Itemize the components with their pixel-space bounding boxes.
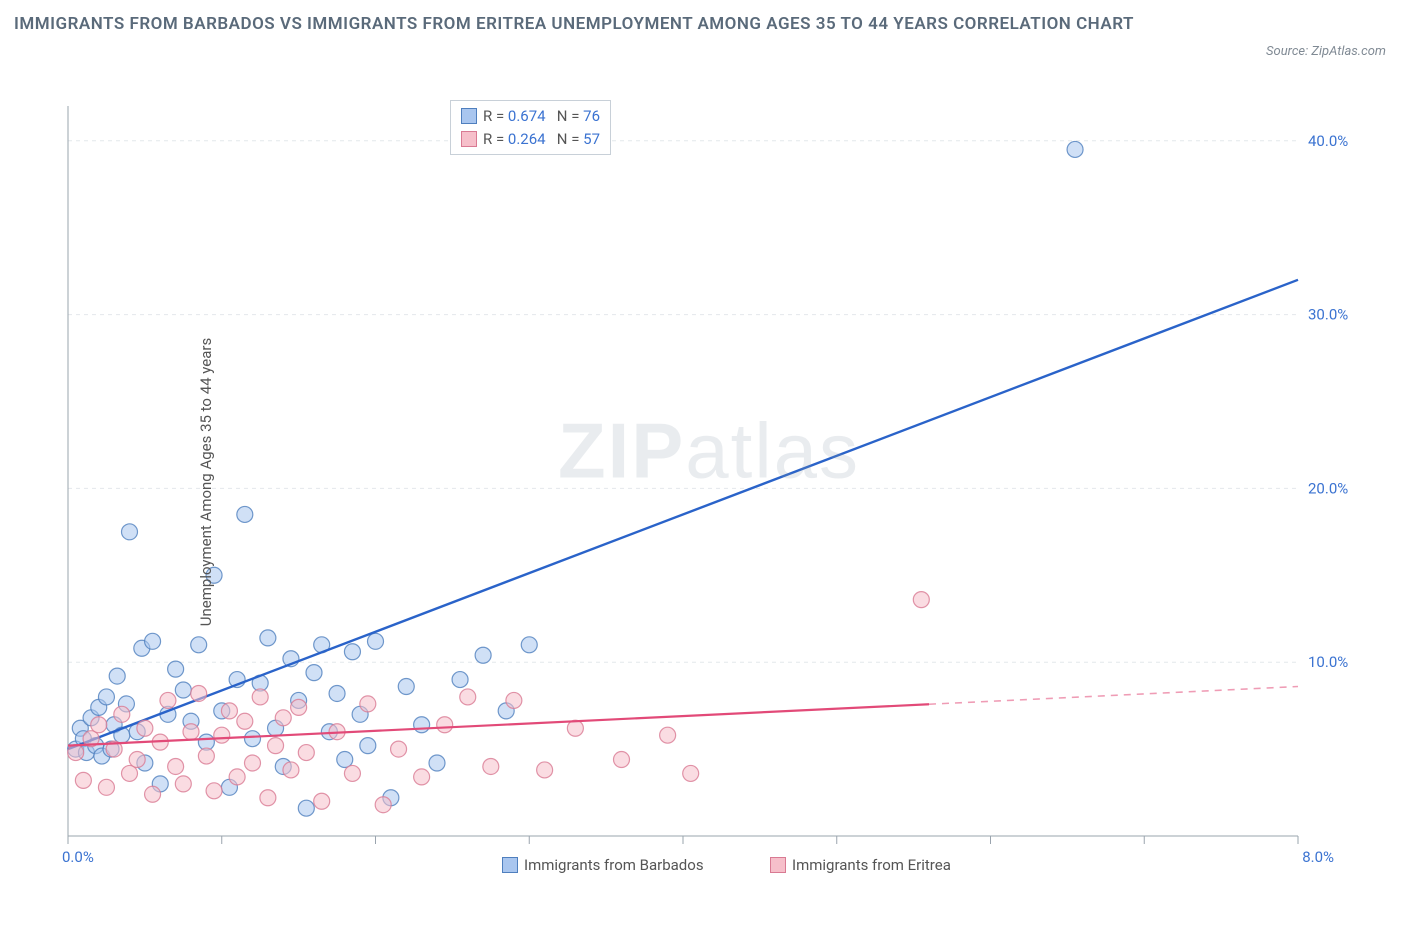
- data-point: [137, 720, 153, 736]
- legend-swatch: [502, 857, 518, 873]
- data-point: [360, 738, 376, 754]
- legend-swatch: [770, 857, 786, 873]
- source-label: Source: ZipAtlas.com: [1266, 44, 1386, 59]
- stats-legend-row: R = 0.264 N = 57: [461, 128, 600, 151]
- chart-title: IMMIGRANTS FROM BARBADOS VS IMMIGRANTS F…: [14, 10, 1134, 39]
- data-point: [160, 692, 176, 708]
- data-point: [567, 720, 583, 736]
- data-point: [375, 797, 391, 813]
- y-tick-label: 20.0%: [1308, 479, 1348, 497]
- stat-n-value: 76: [583, 107, 600, 125]
- legend-swatch: [461, 131, 477, 147]
- y-tick-label: 30.0%: [1308, 306, 1348, 324]
- regression-line-extrapolated: [929, 687, 1298, 705]
- data-point: [237, 713, 253, 729]
- stat-r-label: R =: [483, 107, 508, 125]
- data-point: [98, 779, 114, 795]
- data-point: [237, 506, 253, 522]
- y-axis-label: Unemployment Among Ages 35 to 44 years: [197, 338, 215, 626]
- data-point: [145, 786, 161, 802]
- stat-r-value: 0.674: [508, 107, 546, 125]
- y-tick-label: 40.0%: [1308, 132, 1348, 150]
- chart-container: IMMIGRANTS FROM BARBADOS VS IMMIGRANTS F…: [0, 0, 1406, 930]
- bottom-legend-barbados: Immigrants from Barbados: [502, 856, 704, 874]
- data-point: [521, 637, 537, 653]
- x-tick-label: 0.0%: [62, 848, 94, 866]
- data-point: [368, 633, 384, 649]
- data-point: [206, 783, 222, 799]
- data-point: [191, 637, 207, 653]
- data-point: [168, 758, 184, 774]
- data-point: [683, 765, 699, 781]
- data-point: [306, 665, 322, 681]
- stat-n-label: N =: [546, 107, 584, 125]
- data-point: [475, 647, 491, 663]
- x-tick-label: 8.0%: [1302, 848, 1334, 866]
- data-point: [291, 699, 307, 715]
- data-point: [344, 644, 360, 660]
- data-point: [398, 679, 414, 695]
- data-point: [260, 630, 276, 646]
- data-point: [329, 685, 345, 701]
- data-point: [614, 752, 630, 768]
- data-point: [68, 745, 84, 761]
- data-point: [175, 682, 191, 698]
- data-point: [91, 717, 107, 733]
- data-point: [252, 689, 268, 705]
- data-point: [168, 661, 184, 677]
- legend-label: Immigrants from Eritrea: [792, 856, 951, 874]
- stat-r-label: R =: [483, 130, 508, 148]
- data-point: [109, 668, 125, 684]
- stats-legend: R = 0.674 N = 76R = 0.264 N = 57: [450, 100, 611, 155]
- data-point: [198, 748, 214, 764]
- data-point: [414, 769, 430, 785]
- data-point: [275, 710, 291, 726]
- stat-n-value: 57: [583, 130, 600, 148]
- data-point: [183, 724, 199, 740]
- data-point: [214, 727, 230, 743]
- stat-n-label: N =: [546, 130, 584, 148]
- data-point: [221, 703, 237, 719]
- data-point: [429, 755, 445, 771]
- legend-swatch: [461, 108, 477, 124]
- data-point: [537, 762, 553, 778]
- data-point: [145, 633, 161, 649]
- data-point: [660, 727, 676, 743]
- data-point: [175, 776, 191, 792]
- data-point: [283, 762, 299, 778]
- data-point: [268, 738, 284, 754]
- y-tick-label: 10.0%: [1308, 653, 1348, 671]
- data-point: [75, 772, 91, 788]
- data-point: [414, 717, 430, 733]
- data-point: [98, 689, 114, 705]
- plot-area: Unemployment Among Ages 35 to 44 years 1…: [50, 92, 1368, 872]
- data-point: [913, 592, 929, 608]
- data-point: [483, 758, 499, 774]
- data-point: [298, 800, 314, 816]
- data-point: [460, 689, 476, 705]
- data-point: [260, 790, 276, 806]
- data-point: [391, 741, 407, 757]
- legend-label: Immigrants from Barbados: [524, 856, 704, 874]
- data-point: [437, 717, 453, 733]
- data-point: [1067, 141, 1083, 157]
- data-point: [129, 752, 145, 768]
- data-point: [229, 769, 245, 785]
- stats-legend-row: R = 0.674 N = 76: [461, 105, 600, 128]
- data-point: [122, 524, 138, 540]
- data-point: [298, 745, 314, 761]
- stat-r-value: 0.264: [508, 130, 546, 148]
- data-point: [344, 765, 360, 781]
- chart-svg: 10.0% 20.0% 30.0% 40.0% 0.0% 8.0%: [50, 92, 1368, 872]
- data-point: [360, 696, 376, 712]
- data-point: [452, 672, 468, 688]
- bottom-legend-eritrea: Immigrants from Eritrea: [770, 856, 951, 874]
- data-point: [191, 685, 207, 701]
- data-point: [314, 793, 330, 809]
- data-point: [245, 731, 261, 747]
- data-point: [114, 706, 130, 722]
- data-point: [506, 692, 522, 708]
- data-point: [245, 755, 261, 771]
